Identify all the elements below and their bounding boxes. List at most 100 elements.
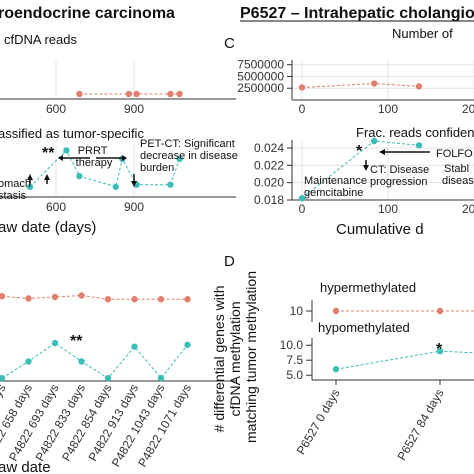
panel-c-letter: C xyxy=(224,35,235,52)
panel-d-ylabel: # differential genes with cfDNA methylat… xyxy=(211,271,259,443)
panel-d-ylabel-line: matching tumor methylation xyxy=(243,271,259,443)
petct-label: PET-CT: Significant decrease in disease … xyxy=(140,138,241,174)
arrow-head xyxy=(27,174,33,180)
maintenance-label-line: gemcitabine xyxy=(304,187,363,199)
data-point xyxy=(131,343,138,350)
data-point xyxy=(78,358,85,365)
panel-a-fraction-title: assified as tumor-specific xyxy=(0,126,144,141)
data-point xyxy=(436,348,444,355)
data-point xyxy=(51,339,59,347)
data-point xyxy=(184,296,191,303)
data-point xyxy=(133,90,140,98)
significance-stars: * xyxy=(436,341,443,358)
x-tick-label: 900 xyxy=(124,200,144,214)
panel-d-hypo-title: hypomethylated xyxy=(318,320,410,335)
data-point xyxy=(371,137,378,145)
data-point xyxy=(76,172,83,180)
data-point xyxy=(436,307,444,315)
data-point xyxy=(0,374,6,382)
y-tick-label: 0.024 xyxy=(254,141,284,155)
panel-c-fraction: Frac. reads confidently 0.024 0.022 0.020 0… xyxy=(254,125,474,238)
x-tick-label: 100 xyxy=(378,202,398,216)
petct-label-line: burden xyxy=(140,162,174,174)
data-point xyxy=(51,293,59,301)
x-tick-label: 600 xyxy=(46,200,66,214)
data-point xyxy=(112,183,120,191)
arrow-head xyxy=(379,149,385,155)
data-point xyxy=(0,293,6,300)
series-line xyxy=(1,294,188,300)
panel-c-fraction-title: Frac. reads confidently xyxy=(356,125,474,140)
panel-c-xlabel: Cumulative d xyxy=(336,221,424,238)
panel-c-reads-title: Number of xyxy=(392,26,453,41)
arrow-head xyxy=(44,174,50,180)
data-point xyxy=(415,83,423,90)
ct-label: CT: Disease progression xyxy=(370,164,432,188)
series-line xyxy=(29,149,180,188)
y-tick-label: 10.0 xyxy=(280,338,304,352)
panel-d-ylabel-line: # differential genes with xyxy=(211,286,227,433)
data-point xyxy=(176,155,183,163)
data-point xyxy=(371,80,378,87)
arrow-head xyxy=(58,155,63,161)
panel-a-reads: cfDNA reads 600 900 xyxy=(0,32,236,116)
x-tick-label: 200 xyxy=(462,202,474,216)
significance-stars: ** xyxy=(42,145,55,162)
stable-label-line: disease xyxy=(442,175,474,187)
panel-d-ylabel-line: cfDNA methylation xyxy=(227,301,243,416)
data-point xyxy=(125,90,132,98)
data-point xyxy=(298,84,306,91)
data-point xyxy=(76,90,83,98)
data-point xyxy=(104,374,112,382)
data-point xyxy=(167,181,174,188)
x-tick-label: 900 xyxy=(124,102,144,116)
left-annotation: omach stasis xyxy=(0,178,34,202)
prrt-label: PRRT therapy xyxy=(76,145,113,169)
prrt-label-line: therapy xyxy=(76,157,113,169)
left-annotation-line: stasis xyxy=(0,190,27,202)
stable-label: Stabl disease xyxy=(442,163,474,187)
left-header: roendocrine carcinoma xyxy=(0,5,175,22)
data-point xyxy=(104,296,112,303)
y-tick-label: 5000000 xyxy=(237,69,284,83)
data-point xyxy=(332,307,340,315)
data-point xyxy=(78,292,85,299)
maintenance-label: Maintenance gemcitabine xyxy=(304,175,370,199)
panel-d-letter: D xyxy=(224,253,235,270)
arrow-head xyxy=(363,165,369,171)
panel-a-xlabel: aw date (days) xyxy=(0,219,96,236)
panel-b-xlabel: aw date xyxy=(0,459,51,474)
data-point xyxy=(332,366,340,373)
y-tick-label: 0.018 xyxy=(254,193,284,207)
petct-label-line: decrease in disease xyxy=(140,150,238,162)
y-tick-label: 0.022 xyxy=(254,158,284,172)
panel-d-hyper-title: hypermethylated xyxy=(320,280,416,295)
x-tick-label: 600 xyxy=(46,102,66,116)
data-point xyxy=(157,296,165,303)
panel-a-reads-title: cfDNA reads xyxy=(4,32,77,47)
series-line xyxy=(1,342,188,379)
x-tick-label: 0 xyxy=(299,102,306,116)
data-point xyxy=(157,374,165,382)
panel-a-fraction: assified as tumor-specific 600 900 aw da… xyxy=(0,126,241,236)
x-tick-label: 100 xyxy=(378,102,398,116)
left-annotation-line: omach xyxy=(0,178,31,190)
significance-stars: ** xyxy=(70,333,83,350)
ct-label-line: CT: Disease xyxy=(370,164,429,176)
y-tick-label: 7500000 xyxy=(237,58,284,72)
prrt-label-line: PRRT xyxy=(78,145,108,157)
data-point xyxy=(184,341,191,349)
data-point xyxy=(25,358,32,365)
x-tick-label: P6527 0 days xyxy=(294,387,343,458)
arrow-head xyxy=(131,181,137,187)
y-tick-label: 5.0 xyxy=(286,368,303,382)
data-point xyxy=(26,183,34,191)
data-point xyxy=(131,296,138,303)
data-point xyxy=(167,90,174,98)
y-tick-label: 10 xyxy=(290,304,304,318)
data-point xyxy=(25,295,32,302)
series-line xyxy=(301,82,420,88)
stable-label-line: Stabl xyxy=(444,163,469,175)
